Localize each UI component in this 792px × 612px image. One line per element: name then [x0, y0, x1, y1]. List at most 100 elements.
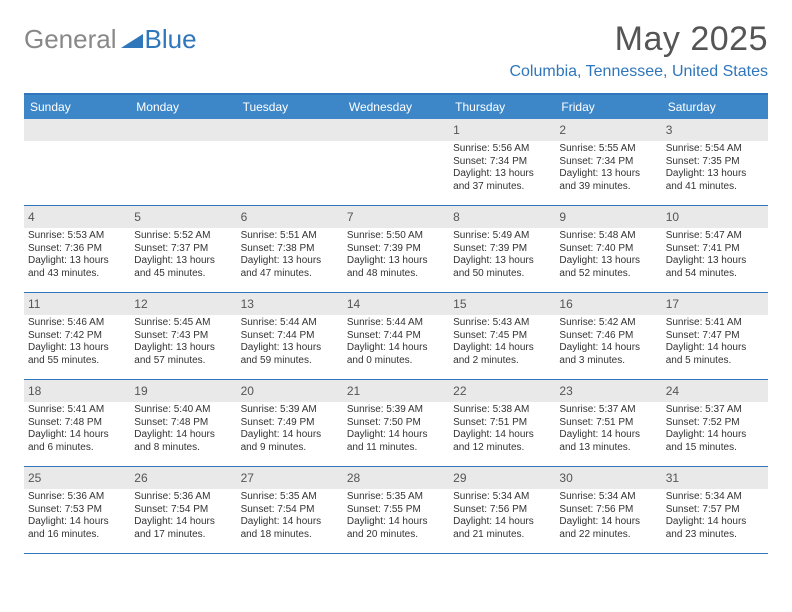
weekday-header-row: SundayMondayTuesdayWednesdayThursdayFrid… [24, 95, 768, 119]
calendar-day: 24Sunrise: 5:37 AMSunset: 7:52 PMDayligh… [662, 380, 768, 466]
day-number-row: 26 [130, 467, 236, 489]
sunset-line: Sunset: 7:46 PM [559, 330, 657, 343]
day-details: Sunrise: 5:44 AMSunset: 7:44 PMDaylight:… [241, 317, 339, 367]
weekday-header: Thursday [449, 95, 555, 119]
day-details: Sunrise: 5:53 AMSunset: 7:36 PMDaylight:… [28, 230, 126, 280]
daylight-line: Daylight: 13 hours and 55 minutes. [28, 342, 126, 367]
location-label: Columbia, Tennessee, United States [509, 63, 768, 81]
daylight-line: Daylight: 13 hours and 59 minutes. [241, 342, 339, 367]
sunset-line: Sunset: 7:56 PM [559, 504, 657, 517]
day-number: 13 [241, 297, 254, 311]
day-details: Sunrise: 5:35 AMSunset: 7:54 PMDaylight:… [241, 491, 339, 541]
day-details: Sunrise: 5:37 AMSunset: 7:51 PMDaylight:… [559, 404, 657, 454]
daylight-line: Daylight: 14 hours and 16 minutes. [28, 516, 126, 541]
calendar-week: 25Sunrise: 5:36 AMSunset: 7:53 PMDayligh… [24, 467, 768, 554]
calendar-day: . [24, 119, 130, 205]
calendar-day: 17Sunrise: 5:41 AMSunset: 7:47 PMDayligh… [662, 293, 768, 379]
calendar-day: . [237, 119, 343, 205]
calendar-day: 1Sunrise: 5:56 AMSunset: 7:34 PMDaylight… [449, 119, 555, 205]
calendar-day: . [343, 119, 449, 205]
day-number: 18 [28, 384, 41, 398]
day-number-row: 8 [449, 206, 555, 228]
sunset-line: Sunset: 7:52 PM [666, 417, 764, 430]
day-number-row: 12 [130, 293, 236, 315]
day-details: Sunrise: 5:41 AMSunset: 7:48 PMDaylight:… [28, 404, 126, 454]
sunset-line: Sunset: 7:50 PM [347, 417, 445, 430]
calendar-day: 15Sunrise: 5:43 AMSunset: 7:45 PMDayligh… [449, 293, 555, 379]
day-details: Sunrise: 5:42 AMSunset: 7:46 PMDaylight:… [559, 317, 657, 367]
day-number-row: 31 [662, 467, 768, 489]
sunset-line: Sunset: 7:53 PM [28, 504, 126, 517]
daylight-line: Daylight: 14 hours and 15 minutes. [666, 429, 764, 454]
day-number-row: 1 [449, 119, 555, 141]
day-number: 17 [666, 297, 679, 311]
calendar-day: 27Sunrise: 5:35 AMSunset: 7:54 PMDayligh… [237, 467, 343, 553]
day-details: Sunrise: 5:34 AMSunset: 7:56 PMDaylight:… [559, 491, 657, 541]
day-number: 25 [28, 471, 41, 485]
day-number-row: 20 [237, 380, 343, 402]
day-number: 10 [666, 210, 679, 224]
day-number-row: 14 [343, 293, 449, 315]
sunrise-line: Sunrise: 5:41 AM [28, 404, 126, 417]
daylight-line: Daylight: 14 hours and 13 minutes. [559, 429, 657, 454]
calendar-day: 4Sunrise: 5:53 AMSunset: 7:36 PMDaylight… [24, 206, 130, 292]
calendar-day: 23 Sunrise: 5:37 AMSunset: 7:51 PMDayligh… [555, 380, 661, 466]
day-number: 9 [559, 210, 566, 224]
day-details: Sunrise: 5:34 AMSunset: 7:57 PMDaylight:… [666, 491, 764, 541]
sunrise-line: Sunrise: 5:52 AM [134, 230, 232, 243]
day-number-row: 29 [449, 467, 555, 489]
logo-text-2: Blue [145, 24, 197, 55]
daylight-line: Daylight: 14 hours and 0 minutes. [347, 342, 445, 367]
daylight-line: Daylight: 13 hours and 50 minutes. [453, 255, 551, 280]
sunrise-line: Sunrise: 5:34 AM [666, 491, 764, 504]
sunrise-line: Sunrise: 5:37 AM [666, 404, 764, 417]
calendar-day: 31Sunrise: 5:34 AMSunset: 7:57 PMDayligh… [662, 467, 768, 553]
calendar-day: 11Sunrise: 5:46 AMSunset: 7:42 PMDayligh… [24, 293, 130, 379]
calendar-day: 21 Sunrise: 5:39 AMSunset: 7:50 PMDayligh… [343, 380, 449, 466]
daylight-line: Daylight: 14 hours and 11 minutes. [347, 429, 445, 454]
day-number: 23 [559, 384, 572, 398]
day-number-row: 4 [24, 206, 130, 228]
calendar-day: 10Sunrise: 5:47 AMSunset: 7:41 PMDayligh… [662, 206, 768, 292]
day-number: 5 [134, 210, 141, 224]
day-details: Sunrise: 5:36 AMSunset: 7:53 PMDaylight:… [28, 491, 126, 541]
sunset-line: Sunset: 7:44 PM [347, 330, 445, 343]
day-number-row: . [24, 119, 130, 141]
daylight-line: Daylight: 14 hours and 8 minutes. [134, 429, 232, 454]
calendar-day: 19Sunrise: 5:40 AMSunset: 7:48 PMDayligh… [130, 380, 236, 466]
day-number-row: . [343, 119, 449, 141]
day-number-row: 9 [555, 206, 661, 228]
sunrise-line: Sunrise: 5:40 AM [134, 404, 232, 417]
day-details: Sunrise: 5:54 AMSunset: 7:35 PMDaylight:… [666, 143, 764, 193]
sunset-line: Sunset: 7:56 PM [453, 504, 551, 517]
sunrise-line: Sunrise: 5:54 AM [666, 143, 764, 156]
sunset-line: Sunset: 7:54 PM [134, 504, 232, 517]
sunset-line: Sunset: 7:45 PM [453, 330, 551, 343]
sunset-line: Sunset: 7:55 PM [347, 504, 445, 517]
calendar-day: 30Sunrise: 5:34 AMSunset: 7:56 PMDayligh… [555, 467, 661, 553]
sunset-line: Sunset: 7:57 PM [666, 504, 764, 517]
daylight-line: Daylight: 13 hours and 57 minutes. [134, 342, 232, 367]
calendar-day: 12Sunrise: 5:45 AMSunset: 7:43 PMDayligh… [130, 293, 236, 379]
daylight-line: Daylight: 14 hours and 5 minutes. [666, 342, 764, 367]
sunrise-line: Sunrise: 5:39 AM [347, 404, 445, 417]
day-details: Sunrise: 5:38 AMSunset: 7:51 PMDaylight:… [453, 404, 551, 454]
sunset-line: Sunset: 7:34 PM [453, 156, 551, 169]
day-number: 21 [347, 384, 360, 398]
sunrise-line: Sunrise: 5:49 AM [453, 230, 551, 243]
weekday-header: Sunday [24, 95, 130, 119]
day-number: 3 [666, 123, 673, 137]
calendar-day: 13 Sunrise: 5:44 AMSunset: 7:44 PMDayligh… [237, 293, 343, 379]
sunrise-line: Sunrise: 5:36 AM [134, 491, 232, 504]
daylight-line: Daylight: 14 hours and 22 minutes. [559, 516, 657, 541]
day-details: Sunrise: 5:56 AMSunset: 7:34 PMDaylight:… [453, 143, 551, 193]
daylight-line: Daylight: 13 hours and 41 minutes. [666, 168, 764, 193]
sunset-line: Sunset: 7:40 PM [559, 243, 657, 256]
sunrise-line: Sunrise: 5:53 AM [28, 230, 126, 243]
daylight-line: Daylight: 14 hours and 20 minutes. [347, 516, 445, 541]
calendar-day: 18 Sunrise: 5:41 AMSunset: 7:48 PMDayligh… [24, 380, 130, 466]
sunrise-line: Sunrise: 5:44 AM [241, 317, 339, 330]
day-details: Sunrise: 5:48 AMSunset: 7:40 PMDaylight:… [559, 230, 657, 280]
sunrise-line: Sunrise: 5:48 AM [559, 230, 657, 243]
day-number-row: . [237, 119, 343, 141]
